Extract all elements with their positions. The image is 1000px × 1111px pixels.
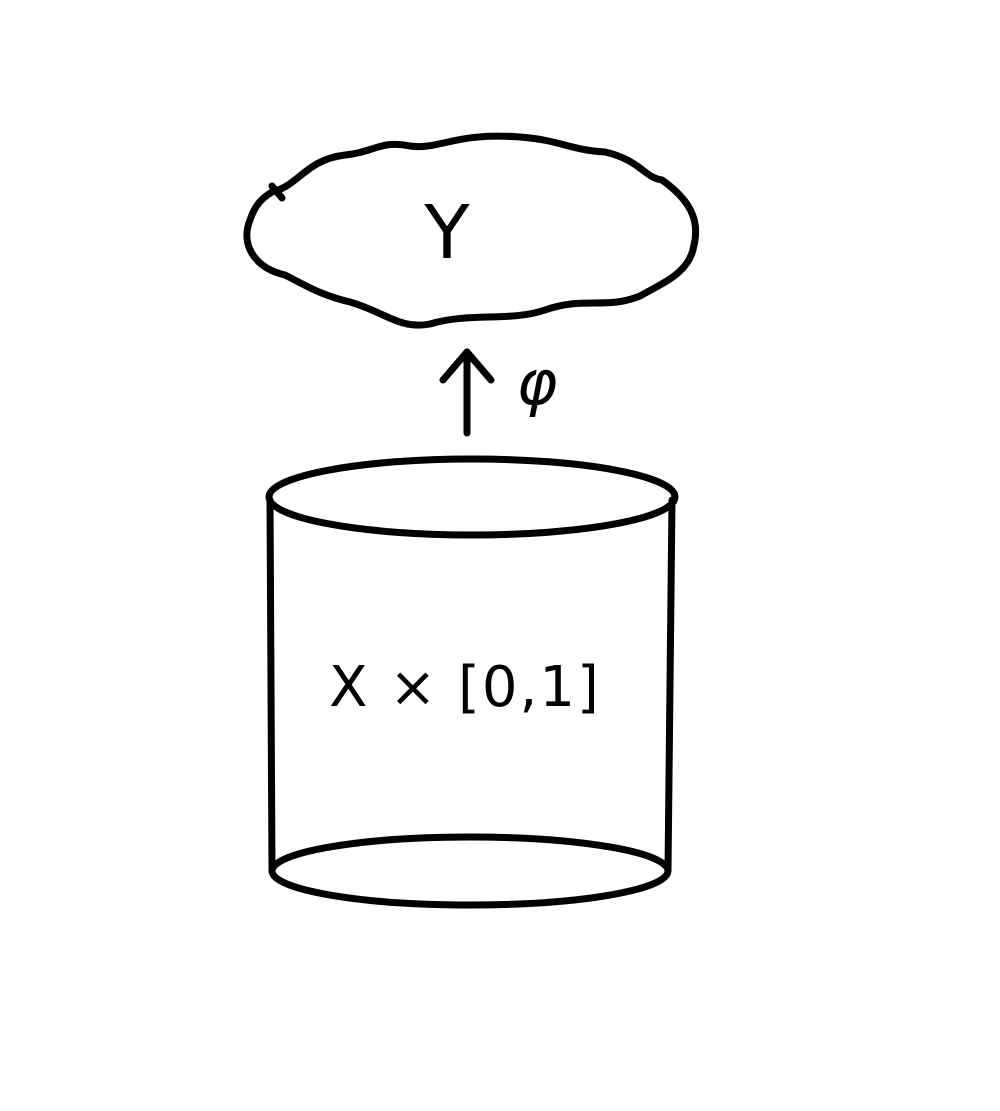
target-space-label: Y (423, 190, 470, 276)
cylinder-right-side (664, 496, 676, 874)
target-space: Y (243, 132, 700, 329)
cylinder-bottom-ellipse (268, 833, 672, 909)
target-space-outline-tick (268, 182, 286, 202)
target-space-outline (243, 132, 700, 329)
arrow-head (439, 348, 495, 384)
cylinder-left-side (266, 496, 276, 874)
source-space-label: X × [0,1] (329, 655, 601, 720)
cylinder-top-ellipse (265, 455, 679, 539)
map-arrow: φ (439, 346, 558, 437)
map-label: φ (517, 346, 558, 419)
source-space: X × [0,1] (265, 455, 679, 909)
